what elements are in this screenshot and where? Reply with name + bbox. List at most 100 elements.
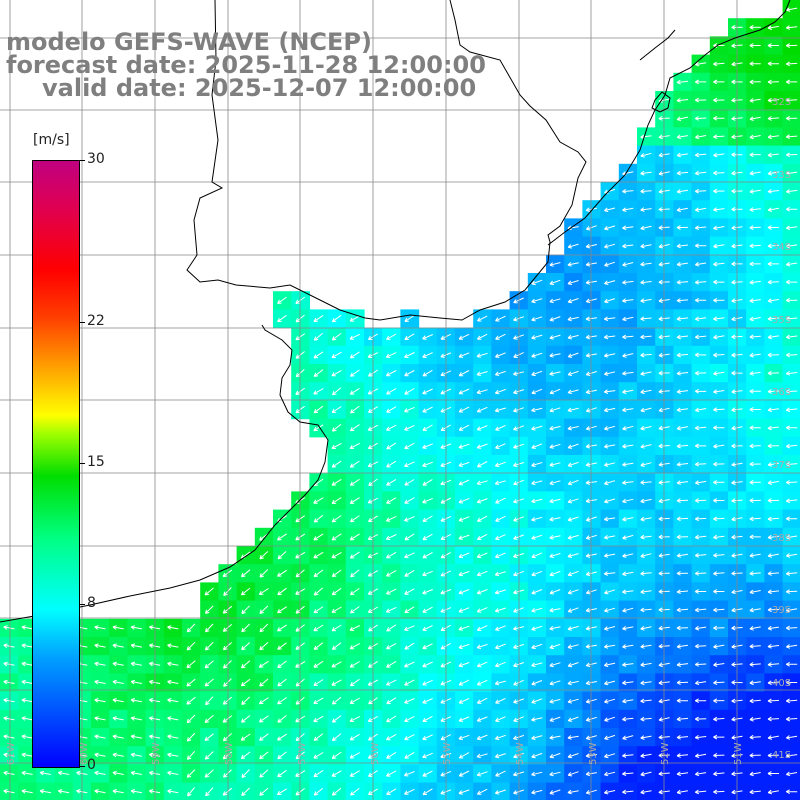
wind-arrow (749, 43, 761, 48)
wind-arrow (404, 606, 415, 614)
wind-arrow (567, 352, 579, 358)
wind-arrow (622, 171, 634, 176)
wind-arrow (349, 442, 361, 449)
wind-arrow (785, 225, 798, 231)
wind-arrow (676, 516, 689, 522)
wind-arrow (313, 715, 324, 723)
wind-arrow (476, 661, 488, 668)
wind-arrow (349, 424, 360, 432)
wind-arrow (713, 698, 725, 704)
wind-arrow (694, 498, 707, 503)
wind-arrow (531, 298, 543, 304)
longitude-label: 52W (660, 742, 671, 765)
wind-arrow (694, 589, 707, 594)
wind-arrow (332, 387, 342, 396)
wind-arrow (549, 425, 561, 431)
wind-arrow (386, 715, 397, 723)
longitude-label: 51W (733, 742, 744, 765)
wind-arrow (549, 388, 561, 395)
wind-arrow (767, 352, 780, 358)
wind-arrow (350, 787, 360, 796)
wind-arrow (531, 771, 543, 777)
wind-arrow (640, 498, 652, 504)
wind-arrow (694, 407, 707, 413)
wind-arrow (694, 552, 707, 558)
wind-arrow (476, 589, 488, 595)
wind-arrow (713, 589, 725, 594)
wind-arrow (386, 788, 397, 796)
wind-arrow (767, 25, 779, 30)
wind-arrow (622, 407, 634, 413)
wind-arrow (476, 625, 488, 631)
wind-arrow (313, 769, 324, 778)
wind-arrow (112, 698, 124, 703)
wind-arrow (622, 644, 634, 649)
wind-arrow (458, 534, 470, 540)
wind-arrow (785, 480, 798, 485)
wind-arrow (205, 787, 214, 797)
wind-arrow (676, 534, 689, 540)
wind-arrow (277, 642, 287, 650)
wind-arrow (476, 570, 488, 577)
wind-arrow (331, 314, 342, 323)
wind-arrow (476, 716, 488, 722)
wind-arrow (277, 697, 287, 705)
wind-arrow (749, 207, 761, 212)
wind-arrow (259, 569, 269, 578)
wind-arrow (567, 625, 579, 631)
wind-arrow (404, 406, 415, 413)
wind-arrow (749, 443, 761, 449)
wind-arrow (476, 679, 488, 686)
wind-arrow (567, 735, 579, 740)
wind-arrow (767, 480, 779, 485)
wind-arrow (567, 243, 579, 249)
wind-arrow (622, 716, 634, 722)
wind-arrow (640, 735, 652, 740)
latitude-label: 33S (772, 170, 791, 181)
wind-arrow (404, 315, 415, 322)
wind-arrow (694, 61, 707, 67)
wind-arrow (3, 661, 15, 667)
wind-arrow (785, 189, 798, 194)
wind-arrow (259, 733, 269, 741)
wind-arrow (422, 625, 433, 631)
wind-arrow (549, 607, 561, 613)
wind-arrow (767, 407, 779, 413)
wind-arrow (259, 769, 269, 778)
wind-arrow (458, 571, 470, 577)
wind-arrow (531, 334, 543, 340)
wind-arrow (349, 678, 360, 687)
wind-arrow (21, 625, 33, 630)
wind-arrow (713, 188, 725, 194)
wind-arrow (785, 170, 798, 176)
wind-arrow (749, 79, 761, 85)
wind-arrow (767, 261, 779, 267)
wind-arrow (622, 771, 634, 777)
wind-arrow (549, 589, 561, 595)
wind-arrow (676, 662, 689, 667)
wind-arrow (495, 770, 506, 777)
wind-arrow (585, 225, 597, 231)
wind-arrow (21, 752, 33, 758)
wind-arrow (476, 788, 488, 795)
wind-arrow (277, 551, 287, 560)
wind-arrow (694, 370, 707, 376)
wind-arrow (3, 716, 15, 721)
wind-arrow (622, 370, 634, 376)
wind-arrow (458, 497, 470, 504)
wind-arrow (713, 516, 725, 522)
wind-arrow (350, 405, 360, 414)
wind-arrow (204, 714, 214, 723)
wind-arrow (549, 516, 561, 522)
wind-arrow (112, 643, 124, 648)
wind-arrow (476, 515, 488, 522)
wind-arrow (567, 570, 579, 577)
wind-arrow (640, 207, 652, 212)
wind-arrow (476, 443, 488, 449)
wind-arrow (167, 789, 179, 794)
wind-arrow (694, 134, 707, 140)
wind-arrow (167, 625, 179, 630)
wind-arrow (241, 605, 250, 615)
wind-arrow (604, 462, 616, 467)
wind-arrow (331, 715, 342, 723)
